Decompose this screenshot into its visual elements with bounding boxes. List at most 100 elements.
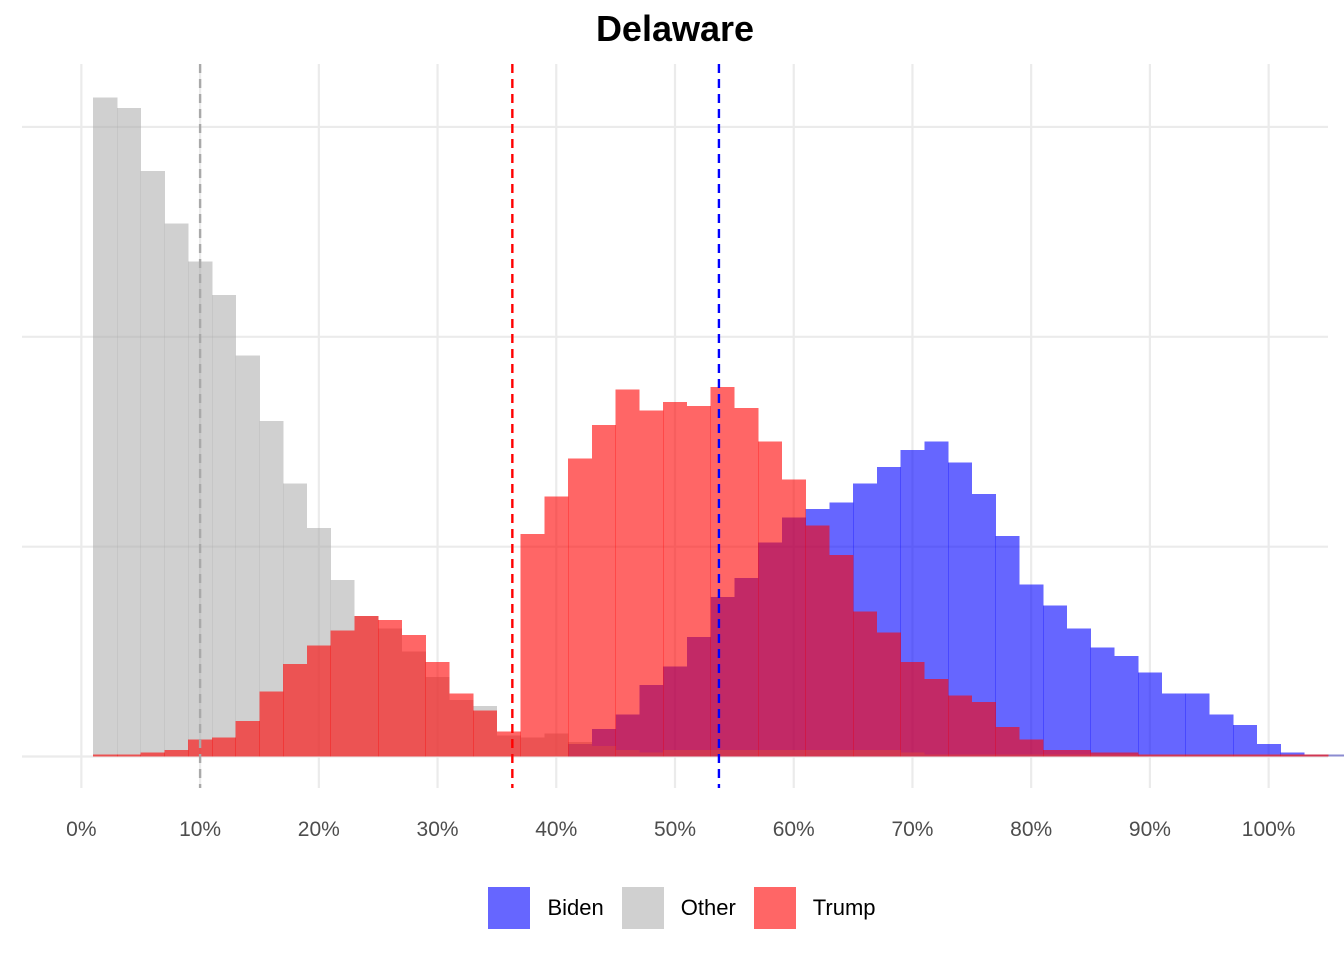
bar-other <box>188 261 213 757</box>
bar-trump <box>473 710 498 757</box>
x-tick-label: 80% <box>1010 818 1052 841</box>
bar-trump <box>591 424 616 757</box>
bar-trump <box>1066 750 1091 757</box>
bar-biden <box>1161 693 1186 757</box>
bar-trump <box>520 534 545 757</box>
bar-trump <box>1209 754 1234 757</box>
legend-key-biden <box>488 887 531 929</box>
bar-trump <box>259 691 284 757</box>
bar-other <box>116 108 142 757</box>
legend-key-trump <box>753 887 796 929</box>
histogram-bars <box>93 97 1344 757</box>
bar-trump <box>995 727 1020 757</box>
x-tick-label: 100% <box>1242 818 1296 841</box>
bar-trump <box>449 693 474 757</box>
bar-trump <box>235 720 260 757</box>
bar-trump <box>710 387 735 757</box>
x-tick-label: 70% <box>891 818 933 841</box>
bar-biden <box>1138 672 1163 757</box>
bar-trump <box>401 634 426 757</box>
bar-trump <box>686 406 711 757</box>
legend-key-other <box>621 887 664 929</box>
bar-trump <box>663 401 688 757</box>
bar-trump <box>829 555 854 757</box>
bar-biden <box>1256 743 1281 757</box>
bar-biden <box>1185 693 1210 757</box>
bar-trump <box>188 739 213 757</box>
bar-trump <box>1114 752 1139 757</box>
bar-trump <box>283 664 308 757</box>
bar-trump <box>948 695 973 757</box>
bar-trump <box>805 525 830 757</box>
bar-biden <box>1066 628 1091 757</box>
bar-trump <box>116 754 142 757</box>
bar-trump <box>924 678 949 757</box>
bar-other <box>164 223 189 757</box>
legend-label-trump: Trump <box>812 895 876 920</box>
bar-trump <box>1043 750 1068 757</box>
legend: Biden Other Trump <box>0 886 1344 930</box>
bar-trump <box>734 408 759 757</box>
bar-trump <box>1280 754 1305 757</box>
bar-other <box>1328 754 1344 757</box>
bar-trump <box>211 737 237 757</box>
series-trump <box>93 387 1329 757</box>
x-tick-label: 40% <box>535 818 577 841</box>
bar-trump <box>1019 739 1044 757</box>
legend-label-other: Other <box>680 895 736 920</box>
x-tick-label: 30% <box>417 818 459 841</box>
bar-trump <box>544 496 569 757</box>
x-axis-ticks: 0% 10% 20% 30% 40% 50% 60% 70% 80% 90% 100% <box>66 818 1295 841</box>
x-tick-label: 90% <box>1129 818 1171 841</box>
histogram-plot: 0% 10% 20% 30% 40% 50% 60% 70% 80% 90% 100% <box>22 64 1344 841</box>
bar-trump <box>1185 754 1210 757</box>
x-tick-label: 60% <box>773 818 815 841</box>
bar-trump <box>330 630 355 757</box>
x-tick-label: 10% <box>179 818 221 841</box>
bar-trump <box>1233 754 1258 757</box>
bar-trump <box>306 645 331 757</box>
bar-other <box>140 171 165 757</box>
x-tick-label: 20% <box>298 818 340 841</box>
bar-trump <box>425 662 450 757</box>
bar-trump <box>164 750 189 757</box>
bar-biden <box>1233 725 1258 757</box>
bar-biden <box>1090 647 1115 757</box>
bar-trump <box>1138 754 1163 757</box>
legend-item-biden: Biden <box>488 887 605 929</box>
bar-trump <box>758 441 783 757</box>
legend-item-other: Other <box>621 887 738 929</box>
bar-trump <box>568 458 593 757</box>
bar-trump <box>140 752 165 757</box>
chart-title: Delaware <box>595 8 755 49</box>
bar-other <box>235 355 260 757</box>
bar-trump <box>378 620 403 757</box>
bar-trump <box>354 615 379 757</box>
bar-trump <box>781 479 806 757</box>
bar-trump <box>1090 752 1115 757</box>
bar-trump <box>615 389 640 757</box>
gridlines <box>22 64 1328 788</box>
legend-label-biden: Biden <box>547 895 604 920</box>
bar-trump <box>853 611 878 757</box>
bar-other <box>211 294 237 757</box>
bar-biden <box>1209 714 1234 757</box>
bar-trump <box>496 731 521 757</box>
bar-trump <box>1304 754 1329 757</box>
bar-biden <box>1114 655 1139 757</box>
bar-trump <box>1256 754 1281 757</box>
bar-trump <box>900 662 925 757</box>
bar-trump <box>1161 754 1186 757</box>
bar-trump <box>93 754 118 757</box>
bar-trump <box>971 701 996 757</box>
legend-item-trump: Trump <box>753 887 878 929</box>
x-tick-label: 50% <box>654 818 696 841</box>
bar-biden <box>995 536 1020 757</box>
mean-lines <box>198 64 721 788</box>
bar-trump <box>876 632 901 757</box>
bar-trump <box>639 410 664 757</box>
x-tick-label: 0% <box>66 818 96 841</box>
bar-biden <box>1019 584 1044 757</box>
bar-other <box>93 97 118 757</box>
bar-biden <box>1043 605 1068 757</box>
